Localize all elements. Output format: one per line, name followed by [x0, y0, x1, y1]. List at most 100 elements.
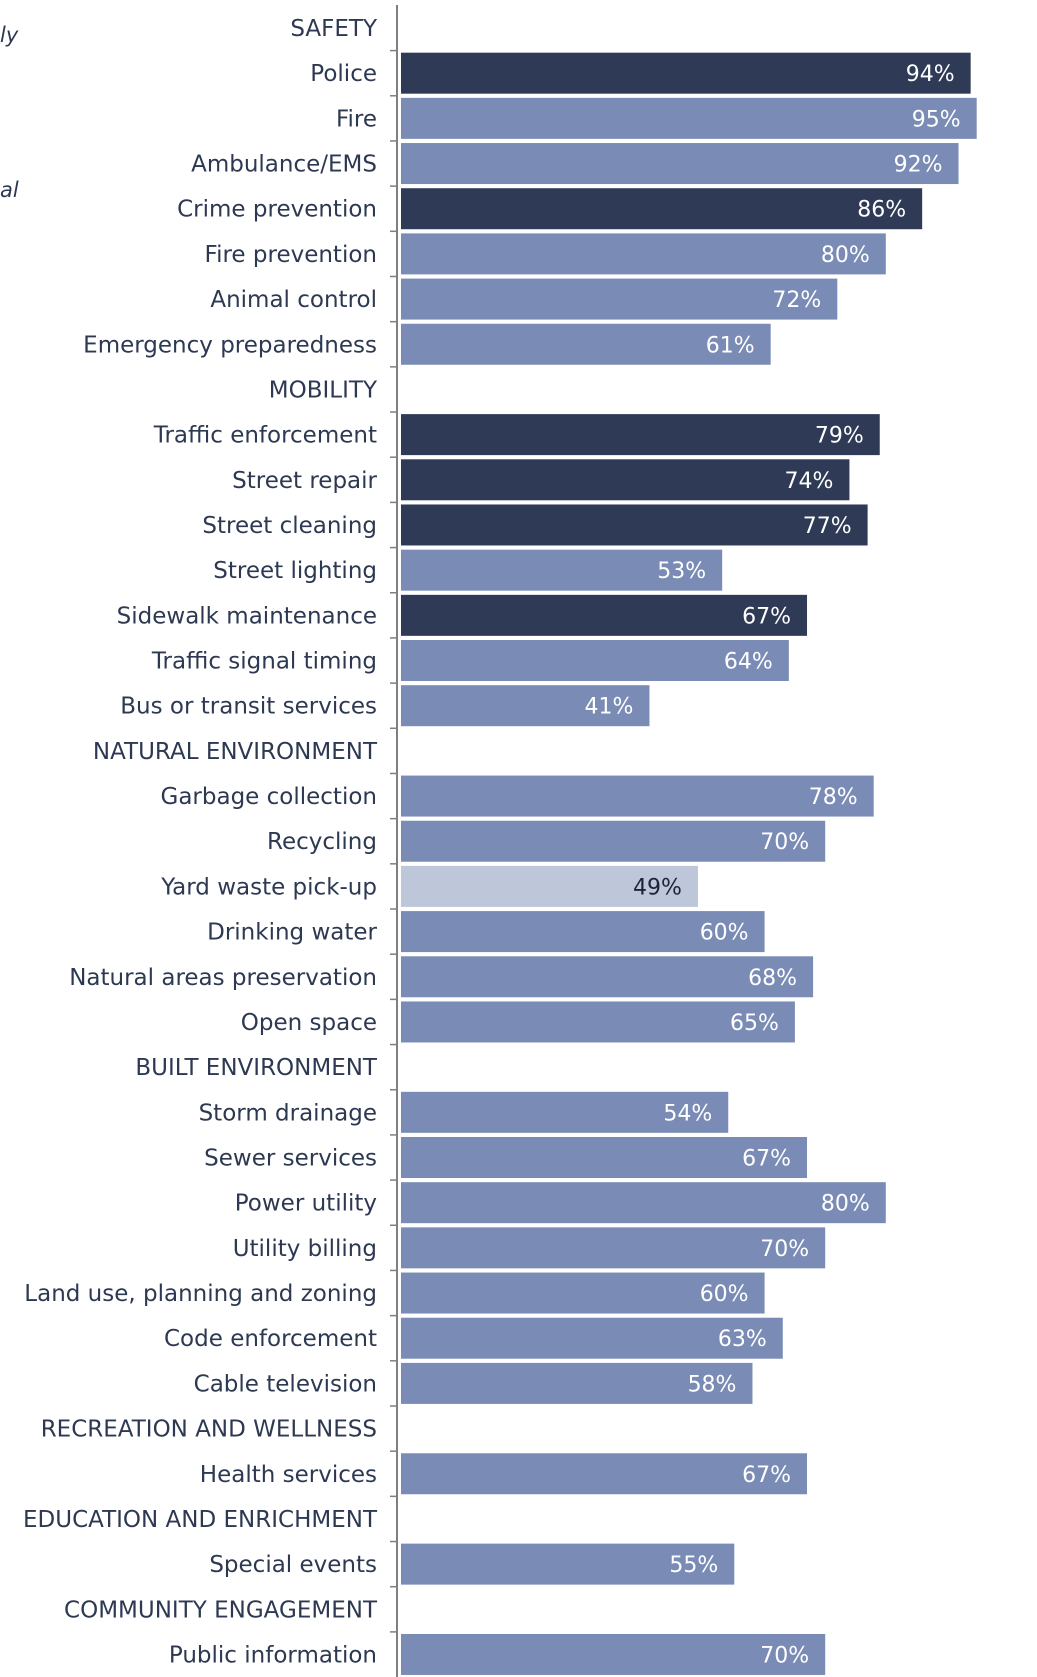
data-label-sewer-services: 67%	[742, 1147, 791, 1172]
bar-special-events	[401, 1543, 735, 1585]
bar-storm-drainage	[401, 1091, 729, 1133]
bar-drinking-water	[401, 911, 765, 953]
bar-street-cleaning	[401, 504, 868, 546]
category-label-storm-drainage: Storm drainage	[199, 1100, 377, 1126]
data-label-street-repair: 74%	[785, 469, 834, 494]
data-label-recycling: 70%	[760, 830, 809, 855]
category-label-fire: Fire	[336, 106, 377, 132]
bar-natural-areas-preservation	[401, 956, 814, 998]
bar-emergency-preparedness	[401, 323, 771, 365]
cropped-text-fragment-1: ly	[0, 23, 19, 47]
group-header-mobility: MOBILITY	[269, 377, 378, 403]
data-label-public-information: 70%	[760, 1643, 809, 1668]
bar-yard-waste-pick-up	[401, 865, 698, 907]
category-label-utility-billing: Utility billing	[233, 1236, 377, 1262]
data-label-garbage-collection: 78%	[809, 785, 858, 810]
group-header-built-environment: BUILT ENVIRONMENT	[135, 1055, 378, 1081]
category-label-health-services: Health services	[200, 1462, 377, 1488]
data-label-emergency-preparedness: 61%	[706, 333, 755, 358]
bar-land-use-planning-and-zoning	[401, 1272, 765, 1314]
data-label-animal-control: 72%	[772, 288, 821, 313]
data-label-traffic-enforcement: 79%	[815, 424, 864, 449]
category-label-police: Police	[310, 61, 377, 87]
category-label-garbage-collection: Garbage collection	[161, 784, 377, 810]
category-label-public-information: Public information	[169, 1642, 377, 1668]
data-label-utility-billing: 70%	[760, 1237, 809, 1262]
category-label-emergency-preparedness: Emergency preparedness	[83, 332, 377, 358]
category-label-traffic-enforcement: Traffic enforcement	[153, 423, 377, 449]
data-label-street-lighting: 53%	[657, 559, 706, 584]
data-label-storm-drainage: 54%	[663, 1101, 712, 1126]
bar-police	[401, 52, 971, 94]
cropped-text-fragment-2: al	[0, 178, 19, 202]
data-label-fire: 95%	[912, 107, 961, 132]
bar-open-space	[401, 1001, 795, 1043]
category-label-yard-waste-pick-up: Yard waste pick-up	[160, 874, 377, 900]
data-label-drinking-water: 60%	[700, 921, 749, 946]
data-label-traffic-signal-timing: 64%	[724, 650, 773, 675]
bar-utility-billing	[401, 1227, 826, 1269]
group-header-community-engagement: COMMUNITY ENGAGEMENT	[64, 1597, 378, 1623]
bar-street-repair	[401, 459, 850, 501]
bar-animal-control	[401, 278, 838, 320]
bar-recycling	[401, 820, 826, 862]
data-label-health-services: 67%	[742, 1463, 791, 1488]
category-label-fire-prevention: Fire prevention	[205, 242, 377, 268]
data-label-special-events: 55%	[669, 1553, 718, 1578]
bar-traffic-enforcement	[401, 414, 880, 456]
category-label-special-events: Special events	[209, 1552, 377, 1578]
data-label-land-use-planning-and-zoning: 60%	[700, 1282, 749, 1307]
data-label-natural-areas-preservation: 68%	[748, 966, 797, 991]
category-label-street-repair: Street repair	[232, 468, 377, 494]
data-label-crime-prevention: 86%	[857, 198, 906, 223]
category-label-open-space: Open space	[241, 1010, 377, 1036]
bar-fire-prevention	[401, 233, 886, 275]
category-label-street-lighting: Street lighting	[213, 558, 377, 584]
bar-ambulance-ems	[401, 143, 959, 185]
category-label-land-use-planning-and-zoning: Land use, planning and zoning	[24, 1281, 377, 1307]
category-label-traffic-signal-timing: Traffic signal timing	[151, 649, 377, 675]
category-label-recycling: Recycling	[267, 829, 377, 855]
category-label-code-enforcement: Code enforcement	[164, 1326, 377, 1352]
data-label-fire-prevention: 80%	[821, 243, 870, 268]
bar-power-utility	[401, 1182, 886, 1224]
bar-crime-prevention	[401, 188, 923, 230]
bar-traffic-signal-timing	[401, 640, 789, 682]
data-label-yard-waste-pick-up: 49%	[633, 875, 682, 900]
bar-garbage-collection	[401, 775, 874, 817]
category-label-drinking-water: Drinking water	[207, 920, 377, 946]
data-label-street-cleaning: 77%	[803, 514, 852, 539]
data-label-police: 94%	[906, 62, 955, 87]
category-label-bus-or-transit-services: Bus or transit services	[120, 694, 377, 720]
bar-code-enforcement	[401, 1317, 783, 1359]
data-label-cable-television: 58%	[688, 1372, 737, 1397]
data-label-open-space: 65%	[730, 1011, 779, 1036]
data-label-sidewalk-maintenance: 67%	[742, 604, 791, 629]
bar-sewer-services	[401, 1137, 808, 1178]
group-header-safety: SAFETY	[290, 16, 378, 42]
bar-cable-television	[401, 1362, 753, 1404]
data-label-bus-or-transit-services: 41%	[585, 695, 634, 720]
bar-bus-or-transit-services	[401, 685, 650, 727]
category-label-natural-areas-preservation: Natural areas preservation	[69, 965, 377, 991]
group-header-education-and-enrichment: EDUCATION AND ENRICHMENT	[23, 1507, 378, 1533]
data-label-code-enforcement: 63%	[718, 1327, 767, 1352]
category-label-ambulance-ems: Ambulance/EMS	[191, 152, 377, 178]
bar-street-lighting	[401, 549, 723, 591]
data-label-ambulance-ems: 92%	[894, 153, 943, 178]
category-label-sidewalk-maintenance: Sidewalk maintenance	[117, 603, 377, 629]
bar-fire	[401, 97, 977, 139]
category-label-cable-television: Cable television	[194, 1371, 377, 1397]
category-label-crime-prevention: Crime prevention	[177, 197, 377, 223]
plot-area: SAFETY Police 94% Fire 95% Ambulance/EMS 92% Cr…	[23, 5, 977, 1677]
data-label-power-utility: 80%	[821, 1192, 870, 1217]
group-header-natural-environment: NATURAL ENVIRONMENT	[93, 739, 378, 765]
bar-health-services	[401, 1453, 808, 1495]
group-header-recreation-and-wellness: RECREATION AND WELLNESS	[41, 1417, 377, 1443]
category-label-sewer-services: Sewer services	[204, 1146, 377, 1172]
category-label-power-utility: Power utility	[235, 1191, 377, 1217]
category-label-street-cleaning: Street cleaning	[202, 513, 377, 539]
bar-public-information	[401, 1633, 826, 1675]
bar-sidewalk-maintenance	[401, 594, 808, 636]
